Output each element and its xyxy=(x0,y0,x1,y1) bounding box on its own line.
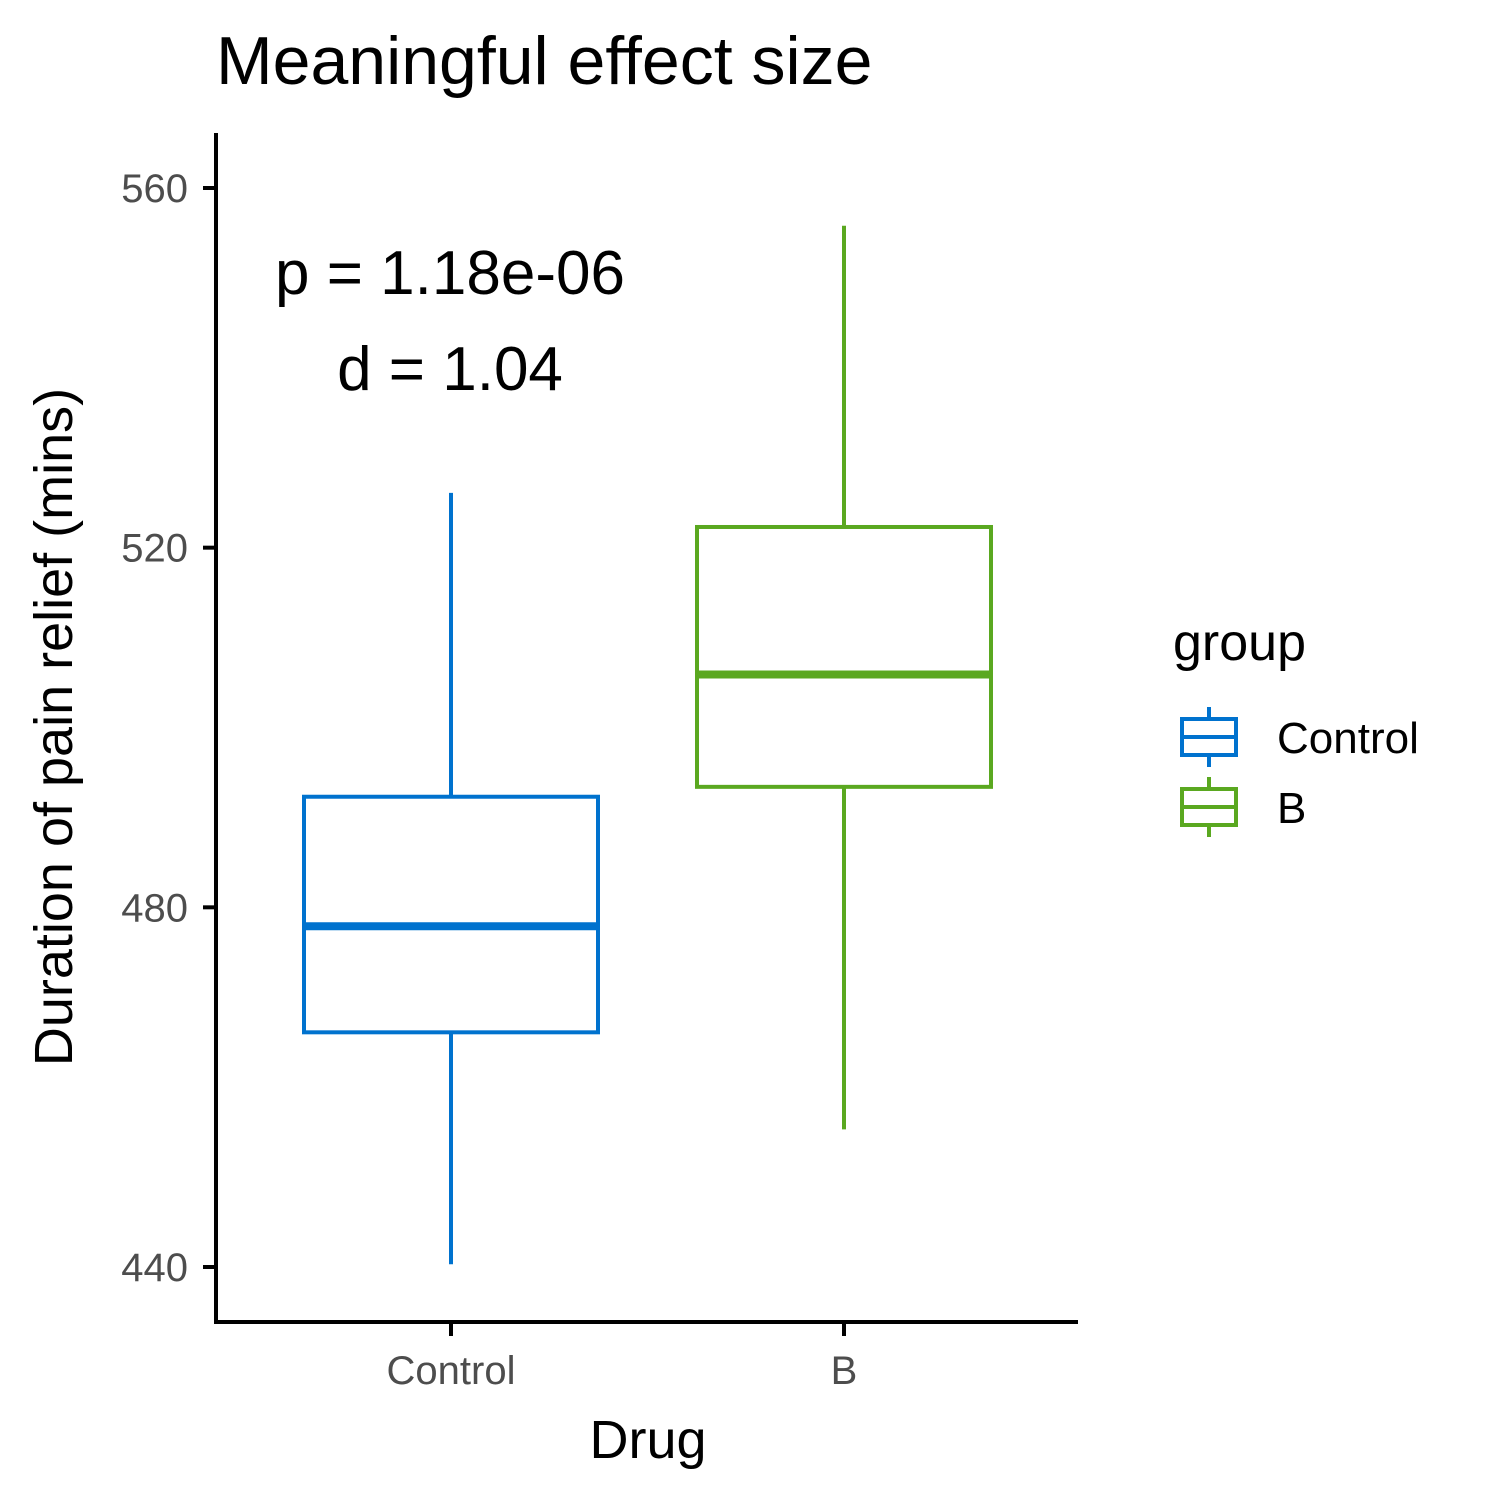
legend-item-control: Control xyxy=(1180,707,1419,767)
legend-label: Control xyxy=(1277,714,1419,763)
x-axis-title: Drug xyxy=(589,1410,706,1470)
effect-size-annotation: d = 1.04 xyxy=(337,335,563,404)
y-axis-ticks: 440 480 520 560 xyxy=(121,167,216,1290)
legend-items: Control B xyxy=(1180,707,1419,837)
legend-key-icon xyxy=(1180,777,1238,837)
box-control xyxy=(302,492,600,1265)
legend: group Control B xyxy=(1173,614,1419,837)
y-tick-label: 480 xyxy=(121,886,188,930)
legend-title: group xyxy=(1173,614,1306,672)
x-axis-ticks: Control B xyxy=(387,1322,858,1393)
y-tick-label: 440 xyxy=(121,1246,188,1290)
legend-item-b: B xyxy=(1180,777,1306,837)
legend-label: B xyxy=(1277,784,1306,833)
x-tick-label: B xyxy=(831,1349,858,1393)
plot-area xyxy=(302,225,993,1265)
y-tick-label: 520 xyxy=(121,527,188,571)
y-tick-label: 560 xyxy=(121,167,188,211)
interquartile-box xyxy=(695,524,993,789)
y-axis-title: Duration of pain relief (mins) xyxy=(24,388,84,1066)
chart-title: Meaningful effect size xyxy=(216,23,872,99)
x-tick-label: Control xyxy=(387,1349,516,1393)
interquartile-box xyxy=(302,794,600,1035)
box-b xyxy=(695,225,993,1130)
p-value-annotation: p = 1.18e-06 xyxy=(275,239,625,308)
legend-key-icon xyxy=(1180,707,1238,767)
